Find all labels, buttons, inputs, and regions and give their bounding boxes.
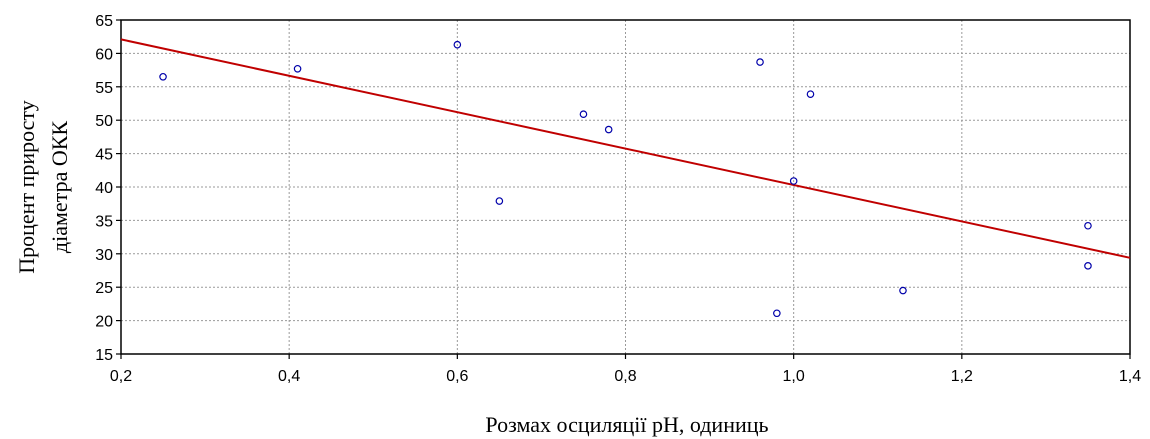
data-point bbox=[773, 309, 781, 318]
y-tick-label: 15 bbox=[95, 347, 113, 364]
x-tick-label: 0,8 bbox=[614, 368, 636, 385]
data-point bbox=[453, 40, 462, 49]
y-tick-label: 60 bbox=[95, 46, 113, 63]
regression-line bbox=[120, 38, 1131, 259]
y-tick-label: 30 bbox=[95, 247, 113, 264]
data-point bbox=[789, 177, 798, 185]
x-axis-title: Розмах осциляції pH, одиниць bbox=[485, 412, 768, 437]
x-tick-label: 1,2 bbox=[951, 368, 973, 385]
x-tick-label: 1,0 bbox=[783, 368, 805, 385]
y-tick-label: 50 bbox=[95, 113, 113, 130]
data-point bbox=[293, 64, 302, 73]
data-point bbox=[579, 110, 588, 118]
x-tick-label: 0,2 bbox=[110, 368, 132, 385]
x-tick-label: 1,4 bbox=[1119, 368, 1141, 385]
data-point bbox=[495, 197, 504, 205]
grid-lines bbox=[121, 20, 1130, 354]
y-tick-label: 40 bbox=[95, 180, 113, 197]
regression-line-group bbox=[120, 38, 1131, 259]
x-tick-label: 0,6 bbox=[446, 368, 468, 385]
data-point bbox=[604, 125, 613, 134]
data-point bbox=[806, 90, 815, 98]
y-tick-label: 20 bbox=[95, 314, 113, 331]
y-tick-label: 25 bbox=[95, 280, 113, 297]
y-tick-label: 45 bbox=[95, 147, 113, 164]
data-point bbox=[1084, 262, 1092, 270]
data-points bbox=[159, 40, 1092, 318]
axis-ticks: 15 20 25 30 35 40 45 50 55 60 65 0,2 0,4 0,6 0,8 1,0 1,2… bbox=[95, 13, 1141, 385]
data-point bbox=[899, 286, 907, 295]
x-tick-label: 0,4 bbox=[278, 368, 300, 385]
data-point bbox=[159, 72, 167, 81]
y-tick-label: 55 bbox=[95, 80, 113, 97]
y-tick-label: 65 bbox=[95, 13, 113, 30]
data-point bbox=[756, 58, 764, 66]
data-point bbox=[1084, 221, 1092, 230]
y-tick-label: 35 bbox=[95, 213, 113, 230]
y-axis-title-line-2: діаметра ОКК bbox=[47, 121, 72, 253]
y-axis-title-line-1: Процент приросту bbox=[14, 100, 39, 274]
